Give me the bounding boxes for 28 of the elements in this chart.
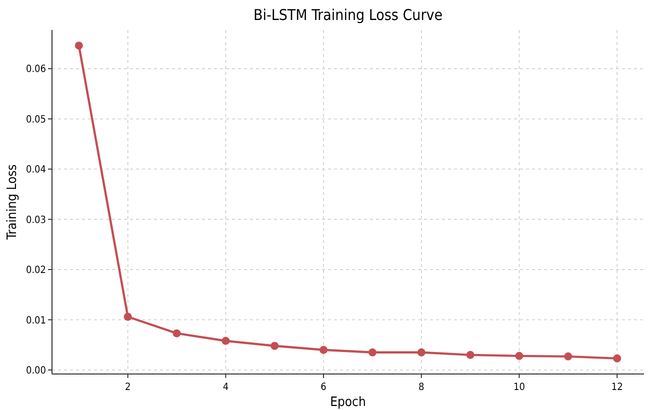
point xyxy=(320,346,328,354)
point xyxy=(172,329,181,338)
x-tick-label: 8 xyxy=(418,382,425,393)
y-tick-label: 0.05 xyxy=(26,114,46,126)
y-tick-label: 0.04 xyxy=(26,164,46,176)
y-tick-label: 0.02 xyxy=(26,265,46,276)
point xyxy=(124,312,132,321)
point xyxy=(222,336,230,345)
x-tick-label: 6 xyxy=(320,382,327,393)
y-tick-label: 0.00 xyxy=(26,365,46,376)
chart-title: Bi-LSTM Training Loss Curve xyxy=(253,6,443,24)
y-tick-label: 0.06 xyxy=(26,64,46,76)
x-tick-label: 2 xyxy=(124,382,131,393)
x-axis-title: Epoch xyxy=(330,395,366,410)
point xyxy=(368,348,376,356)
point xyxy=(564,352,572,360)
point xyxy=(515,352,524,360)
y-tick-label: 0.03 xyxy=(26,214,46,226)
x-tick-label: 4 xyxy=(222,382,229,393)
y-axis-title: Training Loss xyxy=(5,164,20,241)
x-tick-label: 12 xyxy=(611,382,623,393)
point xyxy=(417,348,426,356)
point xyxy=(270,342,279,350)
x-tick-label: 10 xyxy=(514,382,526,393)
point xyxy=(613,354,622,362)
point xyxy=(466,350,474,359)
point xyxy=(74,42,83,50)
y-tick-label: 0.01 xyxy=(26,315,46,326)
